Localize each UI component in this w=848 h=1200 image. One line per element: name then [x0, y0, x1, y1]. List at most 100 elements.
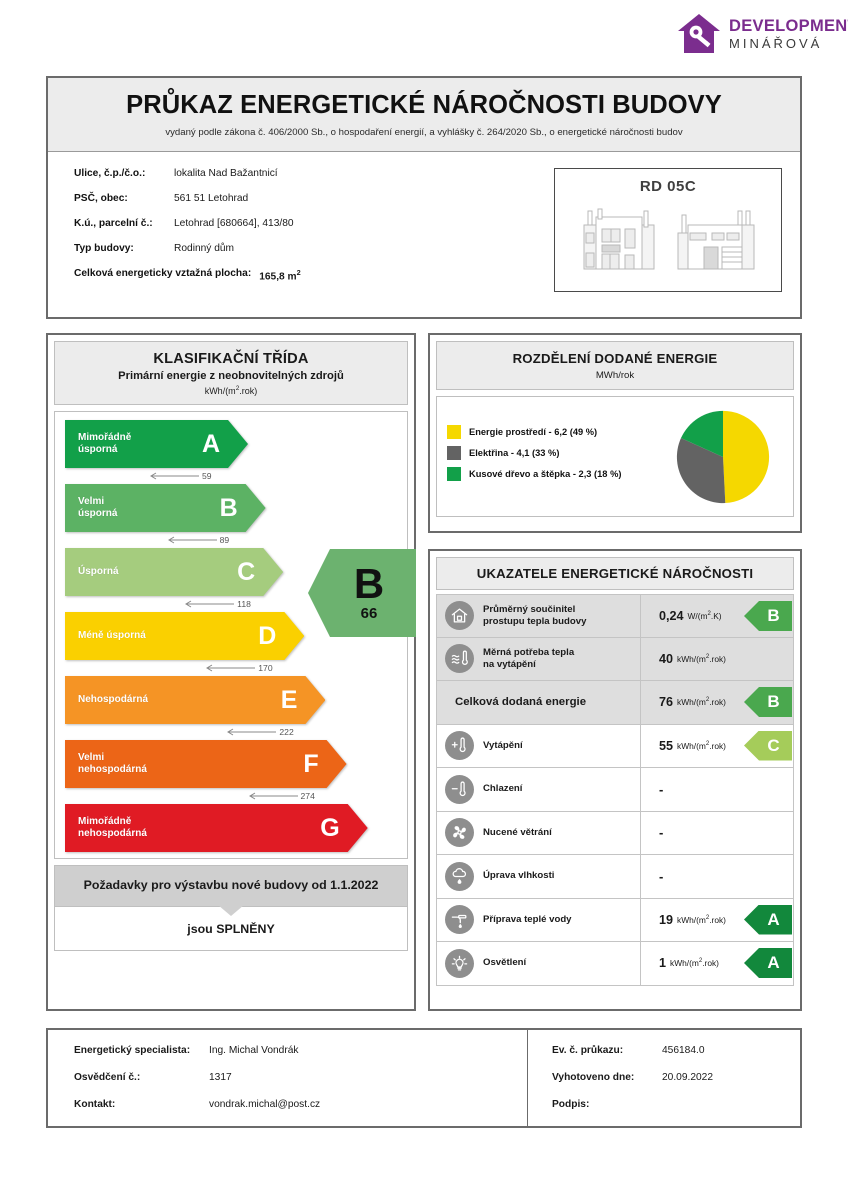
- energy-distribution-panel: ROZDĚLENÍ DODANÉ ENERGIE MWh/rok Energie…: [428, 333, 802, 533]
- rating-value: 66: [360, 605, 378, 623]
- band-threshold: 170: [203, 663, 280, 673]
- area-value: 165,8 m2: [259, 268, 301, 283]
- footer-label: Vyhotoveno dne:: [552, 1072, 635, 1083]
- indicator-row: Osvětlení 1 kWh/(m2.rok) A: [436, 942, 794, 986]
- notch-triangle: [218, 904, 244, 916]
- indicator-value-cell: -: [641, 768, 793, 811]
- humidity-drop-icon: [445, 861, 474, 891]
- band-label: Mimořádně nehospodárná: [78, 815, 147, 839]
- indicator-label: Osvětlení: [483, 957, 527, 969]
- indicator-value: -: [659, 781, 664, 797]
- threshold-arrow-icon: [149, 472, 199, 480]
- meta-row: Typ budovy: Rodinný dům: [74, 243, 544, 254]
- meta-row: K.ú., parcelní č.: Letohrad [680664], 41…: [74, 218, 544, 229]
- pie-unit: MWh/rok: [595, 370, 635, 381]
- header-panel: PRŮKAZ ENERGETICKÉ NÁROČNOSTI BUDOVY vyd…: [46, 76, 802, 319]
- indicator-row: Příprava teplé vody 19 kWh/(m2.rok) A: [436, 898, 794, 942]
- indicator-row: Nucené větrání -: [436, 811, 794, 855]
- indicator-value: 0,24: [659, 608, 684, 623]
- indicator-row: Vytápění 55 kWh/(m2.rok) C: [436, 724, 794, 768]
- indicator-value: 1: [659, 956, 667, 971]
- classification-panel: KLASIFIKAČNÍ TŘÍDA Primární energie z ne…: [46, 333, 416, 1011]
- meta-row: PSČ, obec: 561 51 Letohrad: [74, 193, 544, 204]
- band-label: Mimořádně úsporná: [78, 431, 132, 455]
- badge-letter: C: [767, 735, 780, 755]
- footer-label: Ev. č. průkazu:: [552, 1045, 624, 1056]
- legend-label: Energie prostředí - 6,2 (49 %): [469, 427, 598, 437]
- threshold-arrow-icon: [227, 728, 277, 736]
- fan-icon: [445, 818, 474, 848]
- threshold-arrow-icon: [248, 792, 298, 800]
- meta-value: lokalita Nad Bažantnicí: [174, 168, 278, 179]
- band-threshold: 89: [165, 535, 242, 545]
- indicator-value-cell: 40 kWh/(m2.rok): [641, 638, 793, 681]
- indicator-label: Příprava teplé vody: [483, 913, 572, 925]
- meta-value: Letohrad [680664], 413/80: [174, 218, 294, 229]
- classification-subtitle: Primární energie z neobnovitelných zdroj…: [118, 370, 344, 382]
- indicator-unit: W/(m2.K): [687, 610, 722, 621]
- indicator-unit: kWh/(m2.rok): [677, 653, 726, 664]
- band-label: Méně úsporná: [78, 629, 146, 641]
- meta-label: Typ budovy:: [74, 243, 134, 254]
- indicator-value: -: [659, 868, 664, 884]
- band-label: Úsporná: [78, 565, 119, 577]
- indicator-value-cell: 76 kWh/(m2.rok) B: [641, 681, 793, 724]
- threshold-value: 222: [279, 727, 294, 737]
- indicator-value-cell: -: [641, 812, 793, 855]
- meta-row-area: Celková energeticky vztažná plocha: 165,…: [74, 268, 544, 282]
- building-thumbnail-box: RD 05C: [554, 168, 782, 292]
- indicator-value: 40: [659, 651, 674, 666]
- indicator-unit: kWh/(m2.rok): [677, 697, 726, 708]
- indicator-rating-badge: B: [744, 687, 792, 717]
- threshold-value: 59: [201, 471, 212, 481]
- pie-header: ROZDĚLENÍ DODANÉ ENERGIE MWh/rok: [436, 341, 794, 390]
- indicator-value: 76: [659, 695, 674, 710]
- footer-row: Kontakt: vondrak.michal@post.cz: [74, 1099, 527, 1110]
- footer-value: 1317: [209, 1072, 232, 1083]
- rating-letter: B: [353, 559, 385, 607]
- legend-item: Kusové dřevo a štěpka - 2,3 (18 %): [447, 467, 675, 481]
- legend-swatch: [447, 467, 461, 481]
- classification-unit: kWh/(m2.rok): [204, 385, 258, 396]
- badge-letter: B: [767, 606, 780, 625]
- pie-title: ROZDĚLENÍ DODANÉ ENERGIE: [512, 351, 718, 366]
- class-band-c: Úsporná C 118: [55, 548, 407, 609]
- house-key-icon: [678, 14, 720, 53]
- indicator-value: 19: [659, 912, 674, 927]
- pie-legend: Energie prostředí - 6,2 (49 %) Elektřina …: [437, 425, 675, 488]
- classification-title: KLASIFIKAČNÍ TŘÍDA: [153, 351, 309, 367]
- footer-row: Ev. č. průkazu: 456184.0: [552, 1045, 800, 1056]
- band-letter: B: [219, 493, 238, 522]
- class-band-e: Nehospodárná E 222: [55, 676, 407, 737]
- indicator-unit: kWh/(m2.rok): [670, 958, 719, 969]
- band-label: Velmi úsporná: [78, 495, 118, 519]
- indicator-label: Chlazení: [483, 783, 523, 795]
- footer-value: vondrak.michal@post.cz: [209, 1099, 321, 1110]
- pie-slice: [680, 410, 723, 457]
- indicator-row: Úprava vlhkosti -: [436, 855, 794, 899]
- threshold-arrow-icon: [167, 536, 217, 544]
- indicators-header: UKAZATELE ENERGETICKÉ NÁROČNOSTI: [436, 557, 794, 590]
- indicator-rating-badge: C: [744, 730, 792, 761]
- threshold-arrow-icon: [206, 664, 256, 672]
- meta-label: Ulice, č.p./č.o.:: [74, 168, 146, 179]
- page-subtitle: vydaný podle zákona č. 406/2000 Sb., o h…: [165, 127, 683, 138]
- footer-value: Ing. Michal Vondrák: [209, 1045, 299, 1056]
- requirements-head: Požadavky pro výstavbu nové budovy od 1.…: [55, 866, 407, 916]
- legend-item: Elektřina - 4,1 (33 %): [447, 446, 675, 460]
- meta-label: K.ú., parcelní č.:: [74, 218, 153, 229]
- class-band-a: Mimořádně úsporná A 59: [55, 420, 407, 481]
- indicator-rating-badge: B: [744, 601, 792, 631]
- indicator-value-cell: 1 kWh/(m2.rok) A: [641, 942, 793, 985]
- legend-swatch: [447, 446, 461, 460]
- band-letter: A: [201, 429, 221, 458]
- badge-letter: B: [767, 692, 780, 711]
- building-elevation-drawing: [578, 203, 758, 275]
- footer-value: 456184.0: [662, 1045, 705, 1056]
- threshold-arrow-icon: [185, 600, 235, 608]
- pie-body: Energie prostředí - 6,2 (49 %) Elektřina …: [436, 396, 794, 517]
- class-band-d: Méně úsporná D 170: [55, 612, 407, 673]
- indicator-label: Celková dodaná energie: [455, 696, 587, 709]
- threshold-value: 89: [219, 535, 230, 545]
